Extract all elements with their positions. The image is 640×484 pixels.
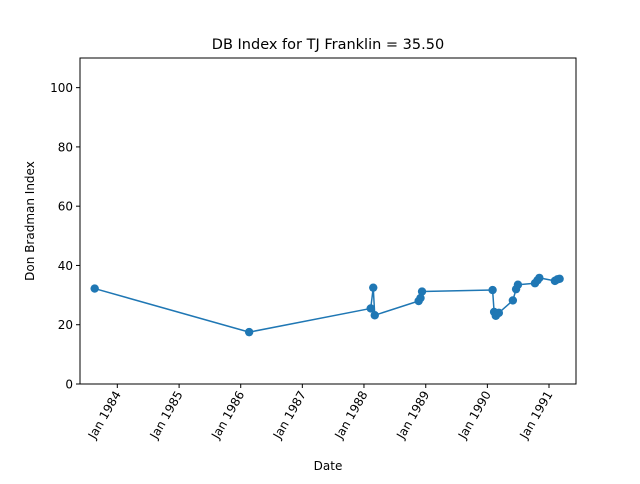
data-point xyxy=(244,327,254,337)
y-tick-label: 80 xyxy=(58,140,73,154)
data-point xyxy=(555,274,564,283)
data-point xyxy=(90,284,99,293)
y-tick-label: 100 xyxy=(50,81,73,95)
chart-title: DB Index for TJ Franklin = 35.50 xyxy=(212,37,444,53)
data-point xyxy=(535,273,544,283)
series-layer xyxy=(90,273,564,337)
data-point xyxy=(416,293,425,303)
y-axis-label: Don Bradman Index xyxy=(23,161,37,281)
data-point xyxy=(488,285,497,295)
data-point xyxy=(494,308,504,318)
data-point xyxy=(508,296,518,305)
data-point xyxy=(366,304,375,313)
plot-area xyxy=(80,58,576,384)
data-point xyxy=(369,283,378,292)
data-point xyxy=(370,311,379,320)
data-point xyxy=(417,287,427,296)
x-axis-label: Date xyxy=(314,459,343,473)
plot-frame xyxy=(79,57,577,385)
y-tick-label: 60 xyxy=(58,200,73,214)
y-axis-ticks: 0 20 40 60 80 100 xyxy=(50,81,80,392)
y-tick-label: 40 xyxy=(58,259,73,273)
data-point xyxy=(513,280,523,289)
y-tick-label: 0 xyxy=(65,378,73,392)
y-tick-label: 20 xyxy=(58,318,73,332)
